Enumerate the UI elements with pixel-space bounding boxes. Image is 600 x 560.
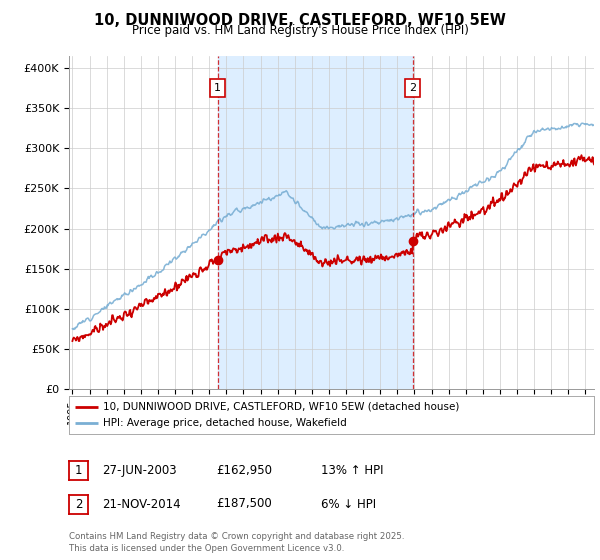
Text: 2: 2 (75, 498, 82, 511)
Text: 13% ↑ HPI: 13% ↑ HPI (321, 464, 383, 477)
Text: £162,950: £162,950 (216, 464, 272, 477)
Text: 2: 2 (409, 83, 416, 93)
Text: 1: 1 (214, 83, 221, 93)
Text: 10, DUNNIWOOD DRIVE, CASTLEFORD, WF10 5EW (detached house): 10, DUNNIWOOD DRIVE, CASTLEFORD, WF10 5E… (103, 402, 460, 412)
Text: 21-NOV-2014: 21-NOV-2014 (102, 497, 181, 511)
Text: 10, DUNNIWOOD DRIVE, CASTLEFORD, WF10 5EW: 10, DUNNIWOOD DRIVE, CASTLEFORD, WF10 5E… (94, 13, 506, 28)
Text: Price paid vs. HM Land Registry's House Price Index (HPI): Price paid vs. HM Land Registry's House … (131, 24, 469, 38)
Text: 27-JUN-2003: 27-JUN-2003 (102, 464, 176, 477)
Text: 1: 1 (75, 464, 82, 478)
Text: £187,500: £187,500 (216, 497, 272, 511)
Text: 6% ↓ HPI: 6% ↓ HPI (321, 497, 376, 511)
Bar (218, 56, 413, 389)
Text: Contains HM Land Registry data © Crown copyright and database right 2025.
This d: Contains HM Land Registry data © Crown c… (69, 533, 404, 553)
Text: HPI: Average price, detached house, Wakefield: HPI: Average price, detached house, Wake… (103, 418, 347, 428)
